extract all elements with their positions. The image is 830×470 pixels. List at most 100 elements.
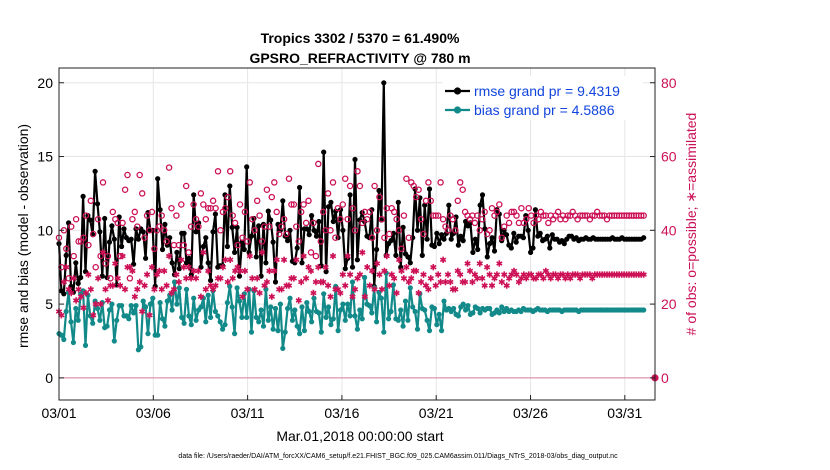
bias-point bbox=[75, 317, 81, 323]
obs-possible-point bbox=[204, 204, 212, 212]
bias-point bbox=[217, 319, 223, 325]
rmse-point bbox=[270, 239, 276, 245]
obs-assimilated-point bbox=[82, 289, 90, 297]
rmse-point bbox=[280, 198, 286, 204]
obs-assimilated-point bbox=[383, 252, 390, 260]
obs-possible-point bbox=[554, 208, 562, 216]
obs-assimilated-point bbox=[253, 275, 261, 282]
bias-point bbox=[431, 305, 437, 312]
rmse-point bbox=[157, 207, 163, 213]
rmse-point bbox=[176, 266, 182, 272]
obs-assimilated-point bbox=[302, 275, 310, 282]
obs-possible-point bbox=[319, 208, 327, 216]
obs-possible-point bbox=[432, 212, 439, 219]
bias-point bbox=[239, 314, 245, 320]
rmse-point bbox=[547, 245, 553, 251]
bias-point bbox=[220, 326, 226, 332]
bias-point bbox=[164, 298, 170, 304]
bias-point bbox=[159, 316, 166, 322]
bias-point bbox=[359, 316, 365, 322]
obs-assimilated-point bbox=[104, 297, 112, 304]
bias-point bbox=[181, 320, 187, 326]
obs-possible-point bbox=[452, 227, 459, 234]
obs-assimilated-point bbox=[258, 249, 266, 256]
rmse-point bbox=[263, 260, 269, 266]
bias-point bbox=[424, 317, 430, 323]
rmse-point bbox=[212, 211, 218, 217]
bias-point bbox=[441, 298, 447, 304]
obs-assimilated-point bbox=[427, 275, 435, 282]
rmse-point bbox=[210, 229, 216, 235]
y-tick-label: 10 bbox=[37, 222, 53, 238]
obs-possible-point bbox=[173, 212, 180, 219]
obs-possible-point bbox=[503, 212, 510, 219]
obs-possible-point bbox=[185, 249, 192, 256]
rmse-point bbox=[434, 230, 440, 236]
obs-possible-point bbox=[148, 208, 156, 216]
obs-possible-point bbox=[302, 219, 310, 227]
obs-assimilated-point bbox=[285, 282, 293, 289]
obs-possible-point bbox=[545, 219, 552, 227]
bias-point bbox=[405, 317, 411, 323]
obs-assimilated-point bbox=[417, 278, 425, 286]
rmse-point bbox=[174, 249, 180, 255]
bias-point bbox=[390, 282, 396, 288]
obs-possible-point bbox=[244, 238, 251, 245]
obs-possible-point bbox=[273, 208, 280, 216]
obs-assimilated-point bbox=[68, 289, 75, 297]
obs-possible-point bbox=[434, 212, 442, 219]
y2-tick-label: 0 bbox=[661, 370, 669, 386]
obs-possible-point bbox=[324, 190, 332, 197]
bias-point bbox=[345, 301, 351, 307]
rmse-point bbox=[354, 257, 360, 263]
rmse-series bbox=[56, 80, 647, 297]
obs-possible-point bbox=[427, 197, 435, 205]
obs-possible-point bbox=[102, 260, 109, 267]
bias-point bbox=[58, 332, 64, 338]
bias-point bbox=[366, 303, 372, 309]
obs-possible-point bbox=[226, 168, 234, 175]
obs-assimilated-point bbox=[136, 278, 143, 286]
rmse-point bbox=[342, 266, 348, 272]
rmse-point bbox=[227, 183, 233, 189]
bias-point bbox=[176, 285, 182, 291]
rmse-point bbox=[532, 207, 539, 213]
bias-point bbox=[253, 314, 259, 320]
rmse-point bbox=[265, 208, 271, 214]
bias-point bbox=[203, 319, 209, 325]
bias-point bbox=[119, 303, 125, 309]
rmse-point bbox=[155, 176, 161, 182]
obs-possible-point bbox=[67, 223, 75, 230]
rmse-point bbox=[477, 202, 483, 208]
obs-assimilated-point bbox=[324, 282, 332, 289]
obs-assimilated-point bbox=[119, 252, 126, 260]
rmse-point bbox=[561, 241, 567, 247]
bias-point bbox=[265, 317, 271, 323]
obs-assimilated-point bbox=[134, 286, 141, 293]
obs-assimilated-point bbox=[236, 267, 244, 275]
rmse-point bbox=[508, 245, 514, 251]
obs-possible-point bbox=[334, 204, 342, 212]
rmse-point bbox=[330, 218, 336, 225]
obs-possible-point bbox=[366, 208, 373, 216]
y2-axis-label: # of obs: o=possible; ∗=assimilated bbox=[683, 113, 699, 336]
obs-possible-point bbox=[373, 227, 381, 234]
obs-possible-point bbox=[459, 186, 466, 193]
obs-assimilated-point bbox=[339, 271, 346, 278]
obs-assimilated-point bbox=[263, 278, 271, 286]
rmse-point bbox=[407, 260, 413, 266]
bias-point bbox=[212, 308, 218, 315]
rmse-point bbox=[463, 218, 469, 225]
obs-assimilated-point bbox=[251, 286, 258, 293]
rmse-point bbox=[87, 217, 93, 223]
obs-possible-point bbox=[403, 175, 410, 182]
obs-assimilated-point bbox=[437, 278, 444, 286]
obs-assimilated-point bbox=[390, 275, 398, 282]
obs-assimilated-point bbox=[513, 271, 520, 278]
rmse-point bbox=[169, 260, 175, 266]
obs-possible-point bbox=[493, 208, 501, 216]
bias-point bbox=[369, 310, 375, 316]
obs-possible-point bbox=[236, 201, 244, 208]
obs-possible-point bbox=[285, 175, 293, 182]
bias-point bbox=[208, 314, 214, 320]
